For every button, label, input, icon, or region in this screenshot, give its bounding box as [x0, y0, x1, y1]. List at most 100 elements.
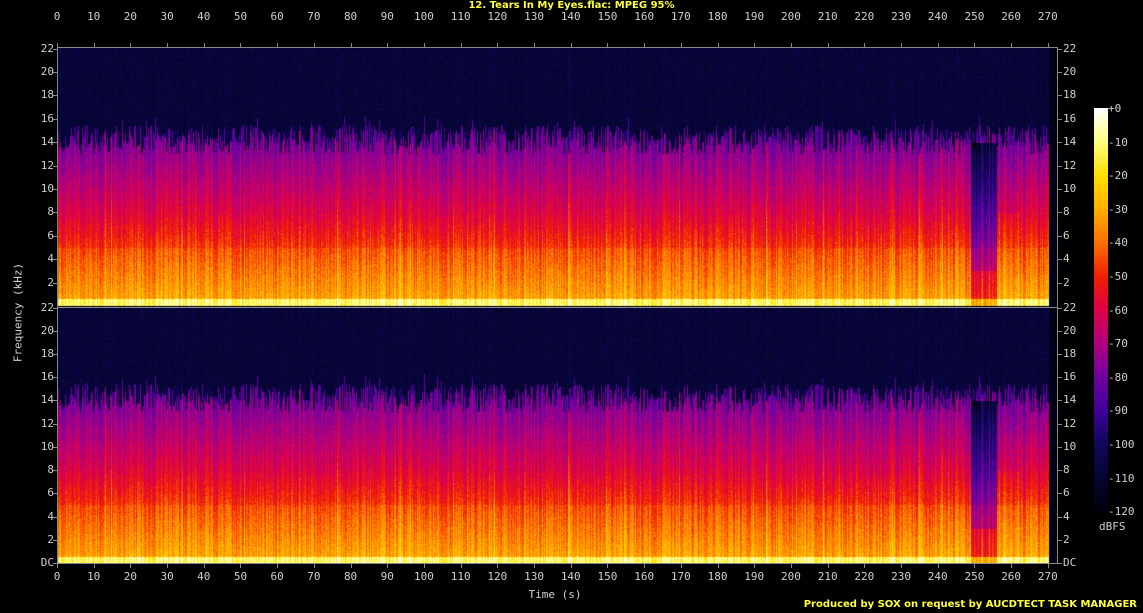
y-tick-mark [1058, 539, 1062, 541]
x-tick-mark [680, 564, 682, 568]
x-tick-mark [130, 43, 132, 47]
x-tick-mark [1011, 43, 1013, 47]
x-tick-label-top: 230 [891, 10, 911, 23]
y-tick-mark [1058, 188, 1062, 190]
y-tick-label-right: 4 [1063, 509, 1070, 523]
y-tick-mark [53, 71, 57, 73]
colorbar-tick-label: -60 [1108, 303, 1128, 317]
x-tick-mark [717, 43, 719, 47]
x-tick-label-bottom: 70 [307, 570, 321, 583]
x-tick-label-bottom: 10 [87, 570, 101, 583]
x-tick-label-top: 60 [270, 10, 284, 23]
colorbar-tick-label: -40 [1108, 236, 1128, 250]
x-tick-label-bottom: 130 [524, 570, 544, 583]
y-tick-mark [1058, 212, 1062, 214]
y-tick-label-right: 8 [1063, 463, 1070, 477]
x-tick-label-bottom: 0 [53, 570, 61, 583]
x-tick-label-bottom: 230 [891, 570, 911, 583]
x-tick-label-top: 100 [414, 10, 434, 23]
y-tick-label-right: 8 [1063, 205, 1070, 219]
y-tick-mark [53, 516, 57, 518]
y-tick-mark [53, 142, 57, 144]
x-axis-label: Time (s) [528, 588, 582, 601]
y-tick-mark [1058, 470, 1062, 472]
x-tick-mark [423, 43, 425, 47]
y-tick-mark [53, 118, 57, 120]
y-tick-label-left: 20 [40, 323, 54, 337]
colorbar-tick-label: -80 [1108, 370, 1128, 384]
x-tick-mark [717, 564, 719, 568]
y-tick-mark [1058, 563, 1062, 564]
x-tick-mark [57, 564, 58, 568]
y-tick-mark [53, 307, 57, 309]
x-tick-label-bottom: 110 [450, 570, 471, 583]
colorbar-tick-label: -110 [1108, 471, 1135, 485]
x-tick-label-top: 270 [1037, 10, 1058, 23]
x-tick-label-top: 70 [307, 10, 321, 23]
x-tick-label-top: 260 [1001, 10, 1022, 23]
chart-title: 12. Tears In My Eyes.flac: MPEG 95% [468, 0, 675, 11]
x-tick-label-bottom: 270 [1037, 570, 1058, 583]
x-tick-label-top: 80 [343, 10, 358, 23]
x-tick-mark [644, 564, 646, 568]
x-tick-mark [1047, 564, 1049, 568]
x-tick-mark [754, 43, 756, 47]
y-tick-label-right: 18 [1063, 347, 1077, 361]
x-tick-mark [57, 43, 58, 47]
x-tick-mark [93, 43, 95, 47]
y-tick-mark [1058, 493, 1062, 495]
y-tick-mark [53, 188, 57, 190]
y-tick-label-right: 2 [1063, 532, 1070, 546]
x-tick-mark [240, 43, 242, 47]
y-tick-mark [53, 330, 57, 332]
x-tick-label-bottom: 180 [707, 570, 728, 583]
y-tick-label-left: 8 [47, 463, 54, 477]
x-tick-label-bottom: 50 [233, 570, 248, 583]
y-tick-mark [53, 259, 57, 261]
y-tick-label-left: 2 [47, 532, 54, 546]
y-tick-label-right: 20 [1063, 64, 1077, 78]
x-tick-mark [790, 43, 792, 47]
x-tick-mark [203, 43, 205, 47]
y-tick-mark [1058, 282, 1062, 284]
x-tick-mark [277, 43, 279, 47]
y-tick-label-left: 16 [40, 370, 54, 384]
y-tick-mark [1058, 354, 1062, 356]
x-tick-label-bottom: 250 [964, 570, 985, 583]
x-tick-mark [644, 43, 646, 47]
y-tick-label-left: 12 [40, 158, 54, 172]
y-tick-label-left: 12 [40, 416, 54, 430]
x-tick-mark [167, 564, 169, 568]
y-tick-mark [1058, 259, 1062, 261]
x-tick-mark [864, 43, 866, 47]
x-tick-label-bottom: 260 [1001, 570, 1022, 583]
x-tick-mark [827, 564, 829, 568]
y-tick-label-left: 6 [47, 228, 54, 242]
x-tick-label-bottom: 160 [634, 570, 655, 583]
x-tick-label-top: 110 [450, 10, 471, 23]
x-tick-mark [754, 564, 756, 568]
colorbar-tick-label: -120 [1108, 505, 1135, 519]
colorbar-tick-label: -90 [1108, 404, 1128, 418]
y-tick-mark [53, 470, 57, 472]
x-tick-label-top: 10 [87, 10, 101, 23]
y-tick-label-right: 20 [1063, 323, 1077, 337]
y-tick-mark [1058, 516, 1062, 518]
y-tick-label-right: 6 [1063, 228, 1070, 242]
footer-credit: Produced by SOX on request by AUCDTECT T… [803, 599, 1137, 610]
y-tick-mark [53, 563, 57, 564]
y-tick-label-left: DC [40, 556, 54, 569]
x-tick-mark [570, 564, 572, 568]
x-tick-label-top: 40 [197, 10, 211, 23]
y-tick-label-left: 20 [40, 64, 54, 78]
y-tick-label-right: 16 [1063, 370, 1077, 384]
y-tick-mark [53, 282, 57, 284]
x-tick-label-top: 140 [560, 10, 581, 23]
y-tick-label-left: 2 [47, 275, 54, 289]
x-tick-mark [93, 564, 95, 568]
x-tick-mark [423, 564, 425, 568]
y-tick-mark [1058, 165, 1062, 167]
colorbar-tick-label: -70 [1108, 337, 1128, 351]
y-tick-mark [1058, 446, 1062, 448]
x-tick-label-bottom: 80 [343, 570, 358, 583]
